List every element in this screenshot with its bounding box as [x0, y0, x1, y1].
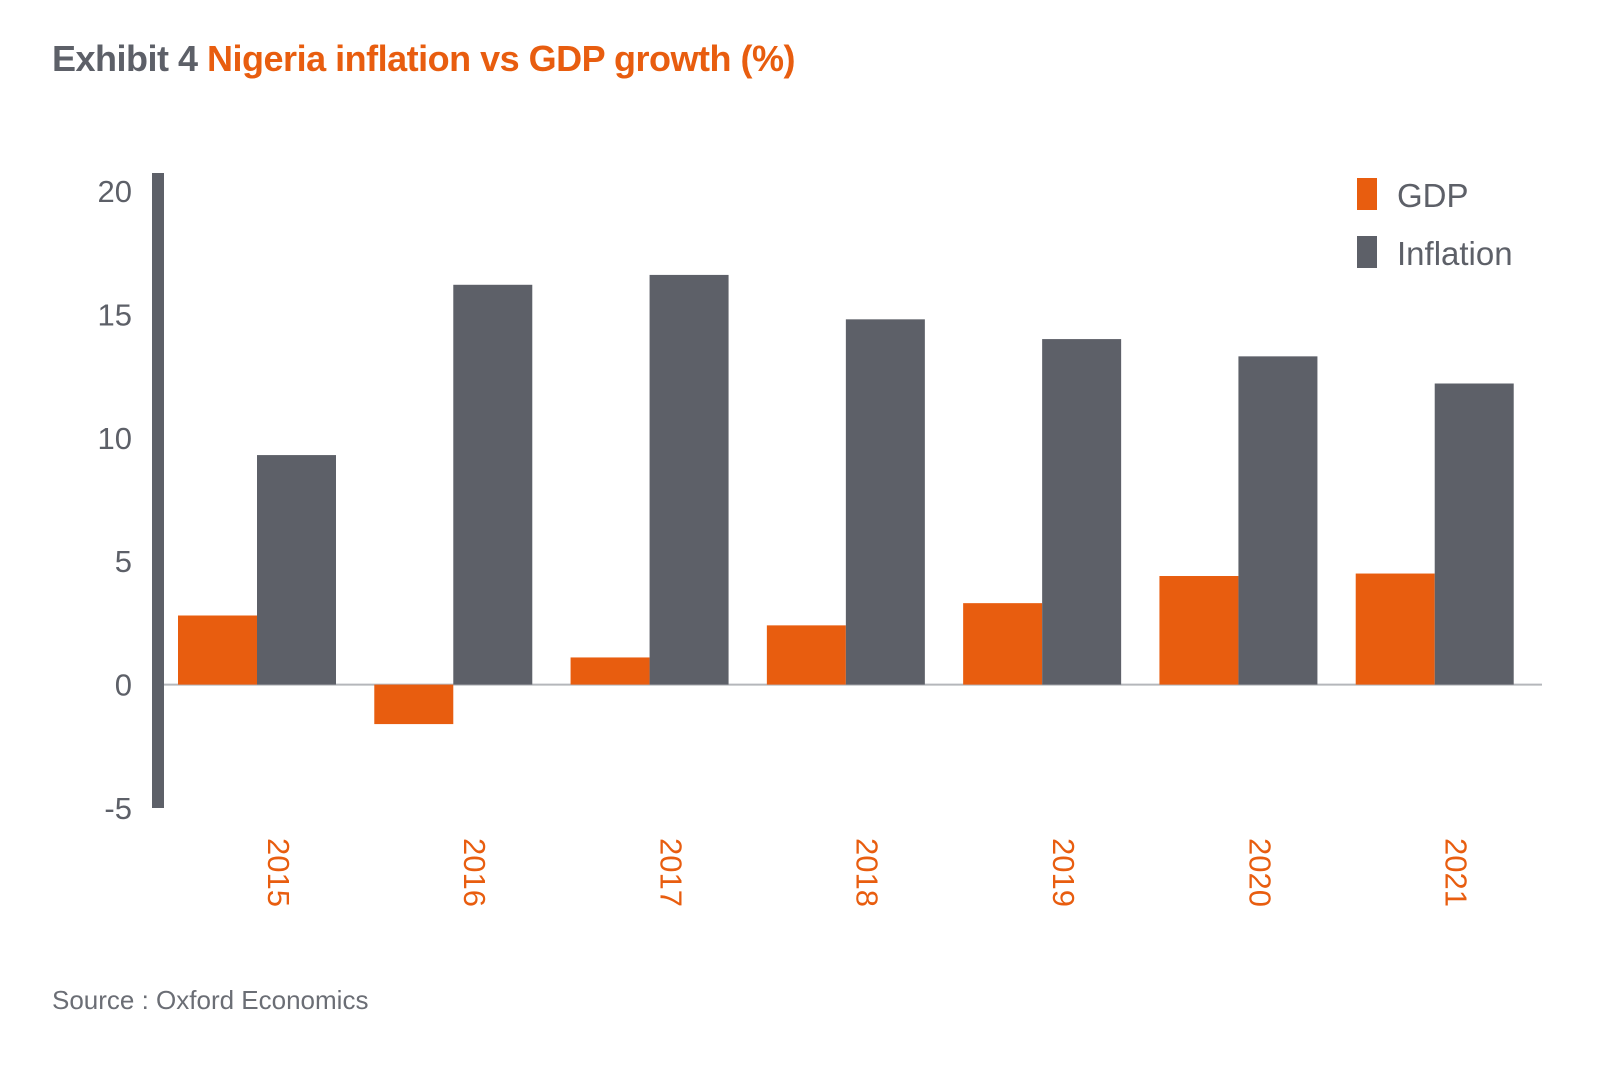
y-axis-line — [152, 173, 164, 808]
x-category-label: 2019 — [1046, 838, 1081, 907]
chart-main-title: Nigeria inflation vs GDP growth (%) — [207, 38, 795, 79]
legend-swatch-gdp — [1357, 178, 1377, 210]
y-tick-label: 5 — [115, 544, 132, 579]
gdp-bar-2017 — [570, 657, 650, 685]
gdp-bar-2021 — [1355, 573, 1435, 685]
gdp-bar-2018 — [766, 625, 846, 685]
inflation-bar-2015 — [257, 455, 336, 685]
x-axis-categories: 2015 2016 2017 2018 2019 2020 2021 — [261, 838, 1474, 907]
gdp-bar-2020 — [1159, 576, 1239, 685]
legend-swatch-inflation — [1357, 236, 1377, 268]
x-category-label: 2017 — [653, 838, 688, 907]
inflation-bar-2020 — [1238, 356, 1318, 685]
x-category-label: 2020 — [1242, 838, 1277, 907]
legend-label-inflation: Inflation — [1397, 235, 1513, 272]
inflation-bar-2016 — [453, 284, 533, 685]
inflation-bar-2021 — [1434, 383, 1514, 685]
y-tick-label: 0 — [115, 668, 132, 703]
chart-title: Exhibit 4 Nigeria inflation vs GDP growt… — [52, 38, 795, 80]
legend-label-gdp: GDP — [1397, 177, 1469, 214]
inflation-bar-2017 — [649, 274, 729, 685]
x-category-label: 2016 — [457, 838, 492, 907]
inflation-bar-2019 — [1042, 339, 1122, 685]
x-category-label: 2021 — [1439, 838, 1474, 907]
x-category-label: 2015 — [261, 838, 296, 907]
x-category-label: 2018 — [850, 838, 885, 907]
gdp-bar-2016 — [374, 684, 454, 725]
source-note: Source : Oxford Economics — [52, 985, 369, 1015]
y-axis-ticks: 20 15 10 5 0 -5 — [98, 174, 132, 826]
gdp-bar-2019 — [963, 603, 1043, 685]
exhibit-label: Exhibit 4 — [52, 38, 198, 79]
inflation-bar-2018 — [845, 319, 925, 685]
y-tick-label: 20 — [98, 174, 132, 209]
y-tick-label: -5 — [104, 791, 132, 826]
y-tick-label: 15 — [98, 297, 132, 332]
chart-bars — [178, 274, 1514, 725]
gdp-bar-2015 — [178, 615, 257, 685]
chart-legend: GDP Inflation — [1357, 177, 1513, 272]
y-tick-label: 10 — [98, 421, 132, 456]
